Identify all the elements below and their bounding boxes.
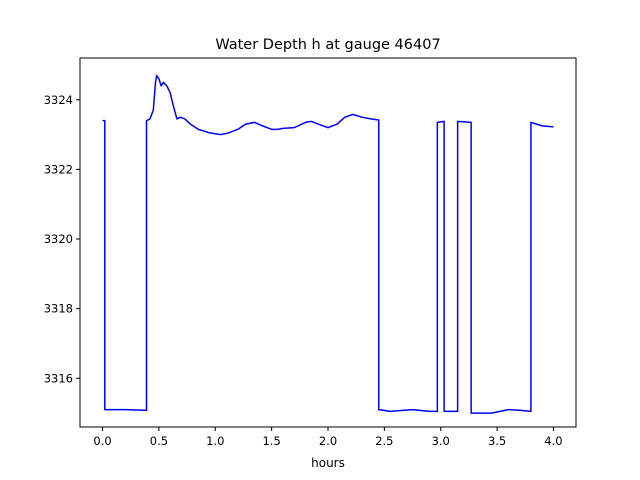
x-tick-label: 2.5 xyxy=(375,434,393,448)
x-axis-label: hours xyxy=(311,456,345,470)
x-tick-label: 1.5 xyxy=(262,434,280,448)
y-tick-label: 3320 xyxy=(44,232,73,246)
x-tick-label: 0.5 xyxy=(150,434,168,448)
x-tick-label: 3.0 xyxy=(432,434,450,448)
x-tick-label: 1.0 xyxy=(206,434,224,448)
chart-title: Water Depth h at gauge 46407 xyxy=(215,37,440,53)
y-tick-label: 3316 xyxy=(44,371,73,385)
x-tick-label: 0.0 xyxy=(93,434,111,448)
x-tick-label: 3.5 xyxy=(488,434,506,448)
x-tick-label: 2.0 xyxy=(319,434,337,448)
plot-frame xyxy=(79,57,577,428)
y-tick-label: 3318 xyxy=(44,302,73,316)
series-line-0 xyxy=(102,74,554,414)
x-tick-label: 4.0 xyxy=(544,434,562,448)
y-tick-label: 3324 xyxy=(44,93,73,107)
y-tick-label: 3322 xyxy=(44,162,73,176)
